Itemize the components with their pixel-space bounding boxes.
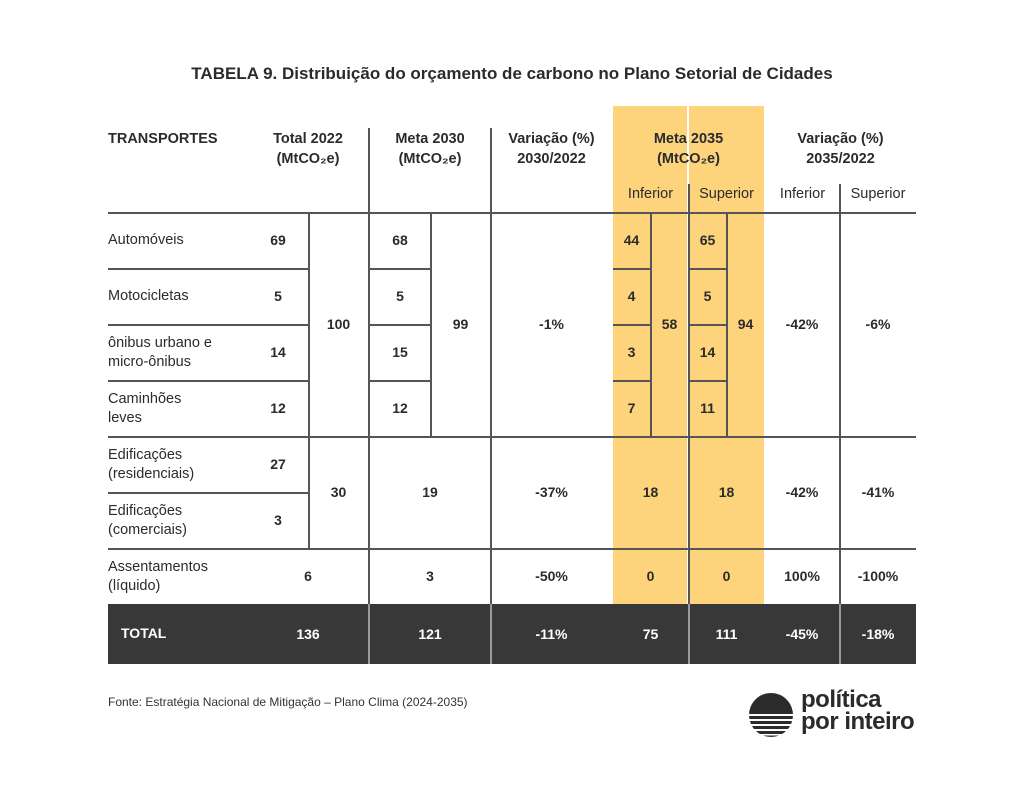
cell-varsup-edificacoes: -41% xyxy=(861,484,895,500)
total-divider xyxy=(490,604,492,664)
rule-row xyxy=(689,324,726,326)
rule-col xyxy=(368,128,370,604)
cell-t2022-caminhoes: 12 xyxy=(270,400,286,416)
row-label-edif-com: Edificações (comerciais) xyxy=(108,502,187,538)
header-transportes: TRANSPORTES xyxy=(108,131,218,147)
cell-varsup-transportes: -6% xyxy=(865,316,891,332)
row-label-automoveis: Automóveis xyxy=(108,232,184,248)
total-sup: 111 xyxy=(715,625,738,642)
cell-m2030-group-edificacoes: 19 xyxy=(422,484,438,500)
cell-inf-group-edificacoes: 18 xyxy=(642,484,659,500)
rule-col xyxy=(839,184,841,604)
rule-row xyxy=(689,380,726,382)
total-label: TOTAL xyxy=(121,624,167,641)
row-label-motocicletas: Motocicletas xyxy=(108,288,189,304)
rule-col xyxy=(490,128,492,604)
header-total-2022: Total 2022 (MtCO₂e) xyxy=(273,131,343,167)
total-var2030: -11% xyxy=(535,625,568,642)
cell-varinf-transportes: -42% xyxy=(785,316,819,332)
rule-col xyxy=(688,184,690,604)
rule-col xyxy=(726,213,728,437)
total-m2030: 121 xyxy=(418,625,442,642)
cell-inf-caminhoes: 7 xyxy=(627,400,636,416)
rule-row xyxy=(613,324,651,326)
row-label-assentamentos: Assentamentos (líquido) xyxy=(108,558,208,594)
cell-sup-group-edificacoes: 18 xyxy=(718,484,735,500)
cell-m2030-automoveis: 68 xyxy=(392,232,408,248)
header-meta-2030: Meta 2030 (MtCO₂e) xyxy=(395,131,465,167)
cell-sup-caminhoes: 11 xyxy=(700,400,715,416)
subheader-var-inferior: Inferior xyxy=(779,185,826,202)
cell-t2022-group-edificacoes: 30 xyxy=(330,484,347,500)
subheader-meta-superior: Superior xyxy=(699,185,754,202)
logo-line-1: política xyxy=(801,686,882,713)
cell-inf-onibus: 3 xyxy=(627,344,636,360)
subheader-var-superior: Superior xyxy=(850,185,906,202)
total-divider xyxy=(368,604,370,664)
total-divider xyxy=(839,604,841,664)
rule-row xyxy=(613,268,651,270)
cell-inf-automoveis: 44 xyxy=(623,232,640,248)
total-var-sup: -18% xyxy=(861,625,895,642)
rule-row xyxy=(369,324,430,326)
row-label-onibus: ônibus urbano e micro-ônibus xyxy=(108,334,212,370)
rule-row xyxy=(108,492,308,494)
cell-m2030-group-transportes: 99 xyxy=(452,316,469,332)
rule-row xyxy=(369,268,430,270)
cell-t2022-edif-com: 3 xyxy=(274,512,282,528)
rule-row xyxy=(369,380,430,382)
cell-sup-automoveis: 65 xyxy=(699,232,716,248)
header-variacao-2030: Variação (%) 2030/2022 xyxy=(508,131,595,167)
cell-t2022-assentamentos: 6 xyxy=(304,568,312,584)
rule-row xyxy=(108,324,308,326)
total-divider xyxy=(688,604,690,664)
rule-row xyxy=(613,380,651,382)
rule-col xyxy=(308,213,310,549)
rule-row xyxy=(108,268,308,270)
cell-varinf-assentamentos: 100% xyxy=(784,568,820,584)
logo-mark-icon xyxy=(749,693,793,737)
logo-text: política por inteiro xyxy=(801,686,915,735)
cell-m2030-assentamentos: 3 xyxy=(426,568,434,584)
rule-col xyxy=(650,213,652,437)
cell-var2030-transportes: -1% xyxy=(539,316,564,332)
cell-m2030-motocicletas: 5 xyxy=(396,288,404,304)
cell-var2030-edificacoes: -37% xyxy=(535,484,568,500)
cell-t2022-motocicletas: 5 xyxy=(274,288,282,304)
header-variacao-2035: Variação (%) 2035/2022 xyxy=(797,131,884,167)
table-title: TABELA 9. Distribuição do orçamento de c… xyxy=(191,64,833,83)
total-inf: 75 xyxy=(642,625,659,642)
rule-col xyxy=(430,213,432,437)
cell-varinf-edificacoes: -42% xyxy=(785,484,819,500)
cell-sup-assentamentos: 0 xyxy=(722,568,731,584)
logo-line-2: por inteiro xyxy=(801,708,915,735)
cell-varsup-assentamentos: -100% xyxy=(857,568,899,584)
rule-row xyxy=(108,380,308,382)
total-var-inf: -45% xyxy=(785,625,819,642)
cell-inf-assentamentos: 0 xyxy=(646,568,655,584)
row-label-edif-res: Edificações (residenciais) xyxy=(108,446,195,482)
subheader-meta-inferior: Inferior xyxy=(627,185,674,202)
header-meta-2035: Meta 2035 (MtCO₂e) xyxy=(653,131,724,167)
cell-t2022-onibus: 14 xyxy=(270,344,286,360)
cell-t2022-automoveis: 69 xyxy=(270,232,286,248)
row-label-caminhoes: Caminhões leves xyxy=(108,390,182,426)
cell-sup-motocicletas: 5 xyxy=(703,288,712,304)
cell-m2030-onibus: 15 xyxy=(392,344,408,360)
source-note: Fonte: Estratégia Nacional de Mitigação … xyxy=(108,695,468,709)
cell-inf-motocicletas: 4 xyxy=(627,288,636,304)
rule-row xyxy=(689,268,726,270)
cell-t2022-group-transportes: 100 xyxy=(326,316,351,332)
cell-var2030-assentamentos: -50% xyxy=(535,568,568,584)
cell-sup-group-transportes: 94 xyxy=(737,316,754,332)
rule-group xyxy=(108,548,916,550)
rule-group xyxy=(108,436,916,438)
cell-sup-onibus: 14 xyxy=(699,344,716,360)
total-t2022: 136 xyxy=(296,625,320,642)
total-row xyxy=(108,604,916,664)
rule-header-bottom xyxy=(108,212,916,214)
cell-inf-group-transportes: 58 xyxy=(661,316,678,332)
cell-m2030-caminhoes: 12 xyxy=(392,400,408,416)
cell-t2022-edif-res: 27 xyxy=(270,456,286,472)
